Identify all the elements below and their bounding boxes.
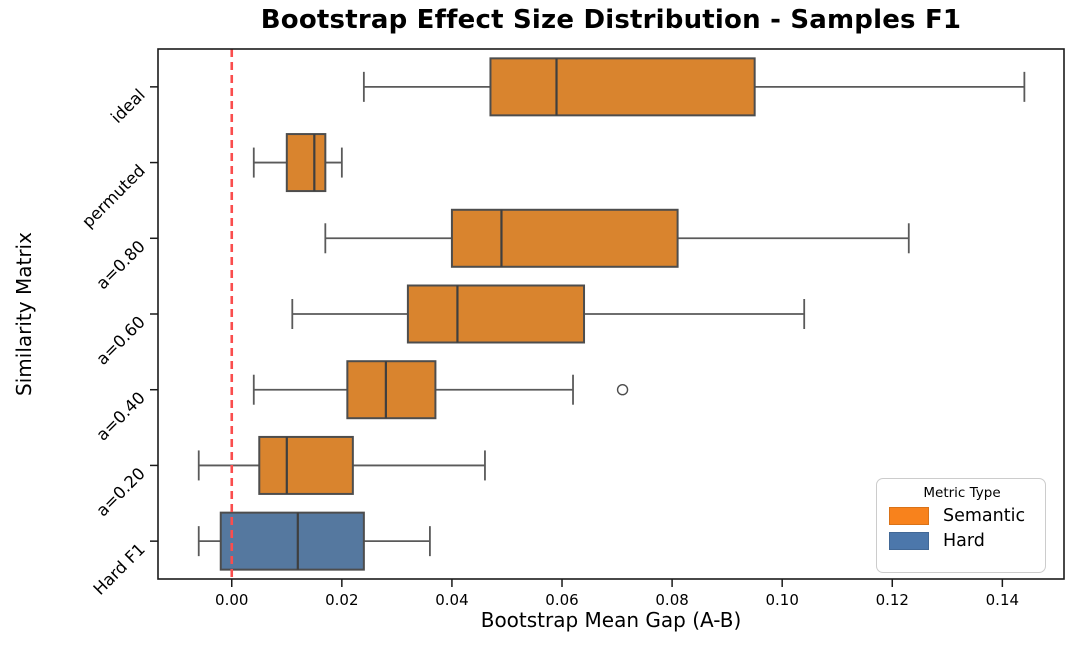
iqr-box [489, 57, 756, 117]
legend: Metric Type Semantic Hard [876, 478, 1046, 573]
y-tick-label-a-0-20: a=0.20 [92, 464, 148, 520]
x-axis: 0.00 0.02 0.04 0.06 0.08 0.10 0.12 0.14 [215, 579, 1019, 609]
box-ideal [362, 57, 1026, 117]
box-a-0-60 [291, 284, 806, 344]
legend-item-hard: Hard [889, 531, 1035, 551]
box-hard-f1 [197, 511, 431, 571]
legend-label-semantic: Semantic [943, 506, 1026, 526]
semantic-color-swatch [889, 507, 929, 525]
chart-title: Bootstrap Effect Size Distribution - Sam… [260, 5, 962, 35]
legend-title: Metric Type [923, 485, 1001, 501]
y-tick-label-permuted: permuted [78, 161, 149, 232]
y-tick-label-a-0-60: a=0.60 [92, 312, 148, 368]
x-tick-label: 0.06 [545, 591, 578, 609]
iqr-box [450, 208, 679, 268]
legend-label-hard: Hard [943, 531, 985, 551]
y-tick-label-a-0-80: a=0.80 [92, 237, 148, 293]
legend-item-semantic: Semantic [889, 506, 1035, 526]
x-axis-label: Bootstrap Mean Gap (A-B) [480, 608, 742, 632]
y-tick-label-a-0-40: a=0.40 [92, 388, 148, 444]
x-tick-label: 0.14 [986, 591, 1019, 609]
box-a-0-20 [197, 435, 486, 495]
hard-color-swatch [889, 532, 929, 550]
box-a-0-40 [252, 360, 629, 420]
box-a-0-80 [324, 208, 910, 268]
iqr-box [285, 133, 327, 193]
iqr-box [219, 511, 365, 571]
y-tick-label-hard-f1: Hard F1 [90, 540, 149, 599]
y-tick-label-ideal: ideal [107, 85, 149, 127]
iqr-box [346, 360, 437, 420]
iqr-box [406, 284, 586, 344]
iqr-box [258, 435, 354, 495]
box-permuted [252, 133, 343, 193]
x-tick-label: 0.08 [655, 591, 688, 609]
x-tick-label: 0.12 [876, 591, 909, 609]
x-tick-label: 0.10 [765, 591, 798, 609]
x-tick-label: 0.04 [435, 591, 468, 609]
x-tick-label: 0.00 [215, 591, 248, 609]
x-tick-label: 0.02 [325, 591, 358, 609]
outlier-point [616, 384, 629, 396]
y-axis-label: Similarity Matrix [12, 232, 36, 396]
